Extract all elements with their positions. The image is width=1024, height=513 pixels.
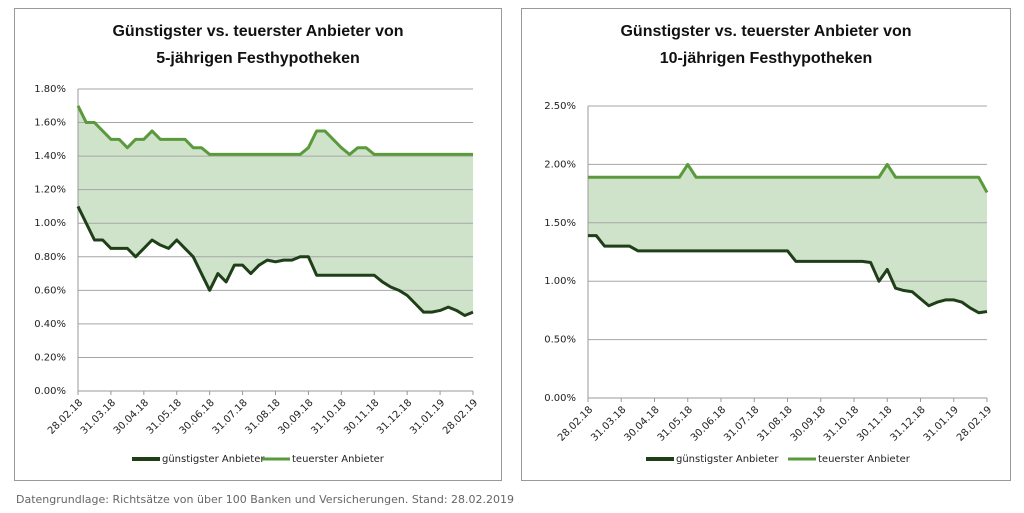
x-tick-label: 31.12.18 — [888, 404, 927, 443]
chart-frame — [521, 8, 1011, 481]
x-tick-label: 31.03.18 — [79, 397, 118, 436]
range-area — [588, 164, 987, 313]
range-area — [78, 105, 473, 316]
x-tick-label: 28.02.18 — [46, 397, 85, 436]
y-tick-label: 1.60% — [34, 118, 66, 129]
y-tick-label: 1.40% — [34, 151, 66, 162]
x-tick-label: 30.04.18 — [112, 397, 151, 436]
chart-frame — [14, 8, 502, 481]
x-tick-label: 31.03.18 — [589, 404, 628, 443]
x-tick-label: 31.12.18 — [375, 397, 414, 436]
y-tick-label: 0.00% — [34, 386, 66, 397]
legend-label: günstigster Anbieter — [162, 454, 265, 465]
y-tick-label: 2.50% — [544, 101, 576, 112]
series-line — [76, 105, 473, 156]
y-tick-label: 1.20% — [34, 185, 66, 196]
y-tick-label: 0.50% — [544, 335, 576, 346]
x-tick-label: 31.07.18 — [211, 397, 250, 436]
x-tick-label: 31.01.19 — [922, 404, 961, 443]
y-tick-label: 1.80% — [34, 84, 66, 95]
x-tick-label: 30.11.18 — [855, 404, 894, 443]
chart-title: Günstigster vs. teuerster Anbieter von — [112, 23, 403, 40]
y-tick-label: 0.20% — [34, 352, 66, 363]
y-tick-label: 0.60% — [34, 285, 66, 296]
legend-label: günstigster Anbieter — [676, 454, 779, 465]
y-tick-label: 0.80% — [34, 252, 66, 263]
legend-label: teuerster Anbieter — [818, 454, 911, 465]
x-tick-label: 28.02.19 — [955, 404, 994, 443]
legend-label: teuerster Anbieter — [292, 454, 385, 465]
y-tick-label: 1.00% — [34, 218, 66, 229]
x-tick-label: 31.07.18 — [722, 404, 761, 443]
series-line — [588, 234, 988, 315]
series-line — [76, 205, 474, 317]
x-tick-label: 31.10.18 — [822, 404, 861, 443]
x-tick-label: 31.05.18 — [656, 404, 695, 443]
x-tick-label: 31.08.18 — [755, 404, 794, 443]
chart-title: 10-jährigen Festhypotheken — [660, 50, 873, 67]
x-tick-label: 30.06.18 — [178, 397, 217, 436]
y-tick-label: 1.00% — [544, 276, 576, 287]
chart-title: 5-jährigen Festhypotheken — [156, 50, 360, 67]
x-tick-label: 28.02.19 — [441, 397, 480, 436]
y-tick-label: 0.00% — [544, 393, 576, 404]
x-tick-label: 30.09.18 — [789, 404, 828, 443]
y-tick-label: 2.00% — [544, 159, 576, 170]
x-tick-label: 31.01.19 — [408, 397, 447, 436]
x-tick-label: 31.10.18 — [309, 397, 348, 436]
y-tick-label: 0.40% — [34, 319, 66, 330]
x-tick-label: 31.05.18 — [145, 397, 184, 436]
x-tick-label: 30.11.18 — [342, 397, 381, 436]
y-tick-label: 1.50% — [544, 218, 576, 229]
chart-title: Günstigster vs. teuerster Anbieter von — [620, 23, 911, 40]
x-tick-label: 30.04.18 — [622, 404, 661, 443]
x-tick-label: 28.02.18 — [556, 404, 595, 443]
x-tick-label: 30.09.18 — [276, 397, 315, 436]
x-tick-label: 30.06.18 — [689, 404, 728, 443]
series-line — [588, 162, 989, 194]
x-tick-label: 31.08.18 — [243, 397, 282, 436]
footnote: Datengrundlage: Richtsätze von über 100 … — [16, 493, 514, 506]
